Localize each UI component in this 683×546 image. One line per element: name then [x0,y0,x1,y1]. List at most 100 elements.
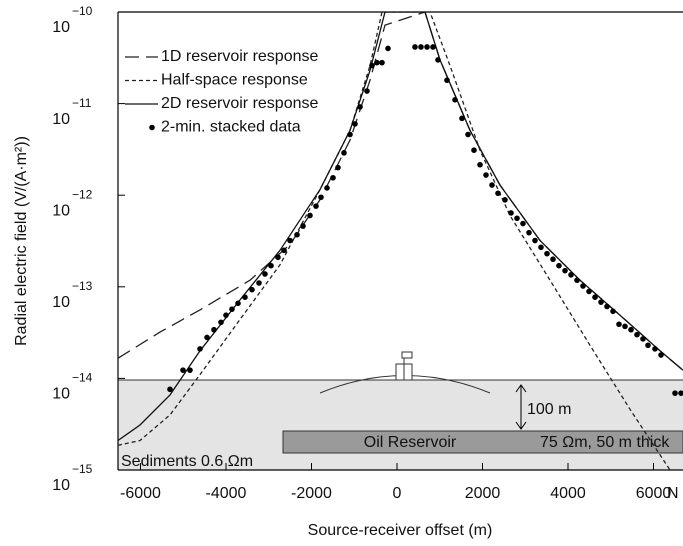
legend-swatch [149,124,155,131]
data-point [275,254,281,261]
data-point [502,197,508,203]
data-point [211,326,217,333]
legend-label: 2D reservoir response [161,95,319,112]
data-point [532,237,538,244]
data-point [242,294,248,300]
thickness-label: 100 m [527,401,571,418]
x-tick-label: -6000 [120,485,161,502]
data-point [562,267,568,274]
data-point [364,88,370,94]
sediment-layer [118,380,683,470]
data-point [580,283,586,289]
y-tick-label: 10 [52,19,70,36]
data-point [335,164,341,171]
data-point [412,44,418,50]
data-point [658,352,664,358]
data-point [204,334,210,341]
y-tick-exponent: −12 [72,187,93,201]
data-point [262,271,268,277]
data-point [520,220,526,227]
y-tick-label: 10 [52,111,70,128]
data-point [235,300,241,307]
data-point [223,312,229,318]
data-point [313,203,319,209]
data-point [318,194,324,201]
data-point [369,62,375,69]
y-tick-exponent: −10 [72,4,93,18]
data-point [330,174,336,181]
data-point [197,346,203,352]
response-curve [118,12,671,470]
data-point [610,308,616,315]
data-point [604,303,610,310]
data-point [634,331,640,338]
y-tick-label: 10 [52,294,70,311]
x-tick-label: 2000 [465,485,501,502]
data-point [385,45,391,52]
data-point [514,215,520,222]
data-point [672,390,678,396]
legend-label: 2-min. stacked data [161,119,301,136]
data-point [324,185,330,191]
legend-label: Half-space response [161,72,308,89]
data-point [418,44,424,50]
data-point [218,319,224,326]
data-point [452,97,458,103]
data-point [556,262,562,269]
reservoir-label: Oil Reservoir [364,434,457,451]
instrument-icon [390,351,420,381]
x-tick-label: 6000 [636,485,672,502]
reservoir-props: 75 Ωm, 50 m thick [540,434,670,451]
data-point [256,280,262,286]
data-point [592,294,598,300]
data-point [538,244,544,251]
data-point [430,44,436,50]
data-point [495,190,501,197]
data-point [357,104,363,110]
data-point [268,262,274,269]
data-point [374,59,380,66]
data-point [281,247,287,254]
data-point [294,231,300,238]
data-point [167,386,173,393]
y-tick-exponent: −14 [72,371,93,385]
y-tick-label: 10 [52,386,70,403]
y-tick-exponent: −15 [72,462,93,476]
data-point [586,288,592,295]
y-tick-exponent: −13 [72,279,93,293]
data-point [341,150,347,156]
data-point [379,59,385,66]
x-tick-label: -4000 [206,485,247,502]
data-point [471,147,477,153]
data-point [180,367,186,373]
data-point [598,299,604,305]
data-point [435,57,441,63]
data-point [347,131,353,138]
data-point [249,286,255,293]
data-point [574,277,580,284]
x-tick-label: 4000 [550,485,586,502]
data-point [526,229,532,236]
legend-label: 1D reservoir response [161,48,319,65]
y-tick-label: 10 [52,202,70,219]
data-point [616,321,622,328]
response-curve [118,12,683,371]
data-point [444,77,450,84]
data-point [229,306,235,312]
data-point [352,121,358,127]
data-point [483,172,489,178]
data-point [645,342,651,349]
data-point [424,44,430,50]
data-point [640,336,646,342]
data-point [678,390,683,396]
x-tick-label: 0 [393,485,402,502]
north-label: N [667,485,679,502]
x-tick-label: -2000 [291,485,332,502]
data-point [465,131,471,138]
data-point [508,210,514,216]
y-tick-label: 10 [52,477,70,494]
data-point [300,223,306,229]
data-point [287,237,293,244]
data-point [550,256,556,263]
